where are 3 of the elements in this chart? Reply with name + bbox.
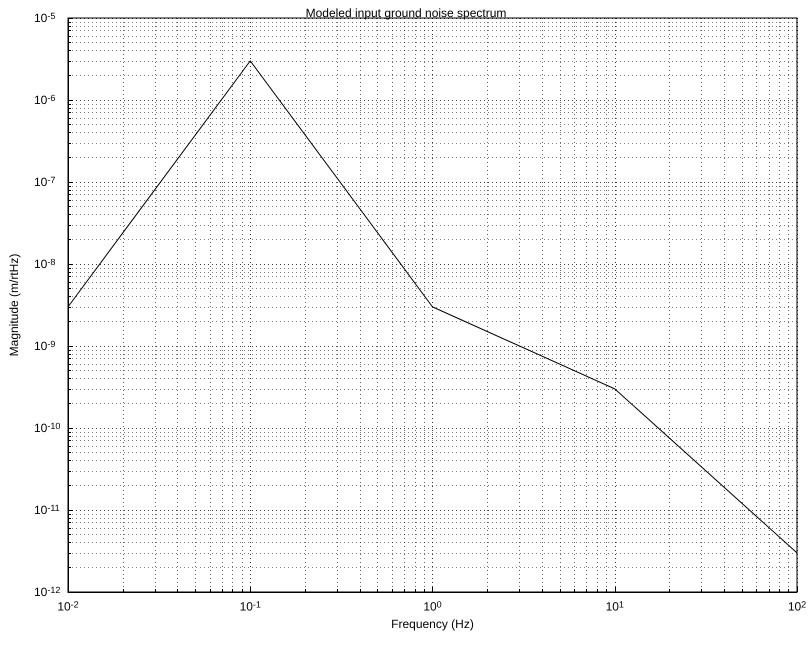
chart-title: Modeled input ground noise spectrum bbox=[306, 6, 506, 20]
x-axis-title: Frequency (Hz) bbox=[391, 617, 474, 631]
y-axis-title: Magnitude (m/rtHz) bbox=[7, 254, 21, 356]
